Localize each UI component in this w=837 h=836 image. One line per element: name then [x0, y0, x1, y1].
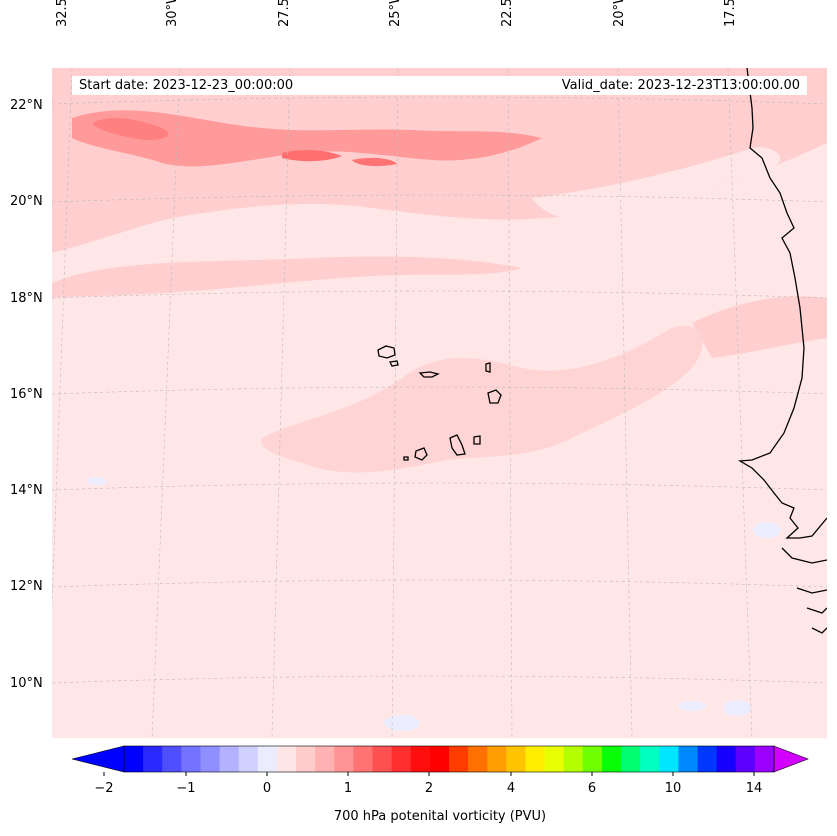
- african-coastline: [737, 68, 827, 634]
- colorbar-segment: [659, 746, 679, 772]
- colorbar-tick-label: 2: [424, 781, 434, 796]
- colorbar-segment: [754, 746, 775, 772]
- pv-negative-spot-1: [87, 477, 107, 485]
- map-panel: [52, 68, 827, 738]
- pv-negative-spot-4: [753, 522, 781, 538]
- pv-band-north-outer: [52, 68, 827, 253]
- colorbar-extend-high: [773, 745, 809, 773]
- island-sao-nicolau: [418, 371, 440, 378]
- lon-label-22-5w: 22.5°W: [500, 0, 515, 27]
- lat-label-14n: 14°N: [10, 483, 43, 498]
- lon-label-30w: 30°W: [165, 0, 180, 27]
- colorbar: [71, 745, 809, 776]
- colorbar-segment: [353, 746, 374, 772]
- lat-label-18n: 18°N: [10, 291, 43, 306]
- colorbar-tick-label: 0: [262, 781, 272, 796]
- colorbar-segment: [276, 746, 297, 772]
- pv-band-central: [261, 325, 703, 473]
- lat-label-12n: 12°N: [10, 579, 43, 594]
- colorbar-tick-label: −2: [94, 781, 114, 796]
- colorbar-segment: [506, 746, 526, 772]
- lat-label-22n: 22°N: [10, 98, 43, 113]
- colorbar-segment: [525, 746, 546, 772]
- colorbar-segment: [716, 746, 737, 772]
- colorbar-segment: [181, 746, 201, 772]
- island-sal: [485, 362, 491, 373]
- lon-label-32-5w: 32.5°W: [55, 0, 70, 27]
- colorbar-segment: [219, 746, 240, 772]
- island-santo-antao: [377, 345, 396, 359]
- colorbar-segment: [678, 746, 699, 772]
- colorbar-title: 700 hPa potenital vorticity (PVU): [333, 809, 547, 824]
- colorbar-segment: [257, 746, 278, 772]
- pv-band-north-inner: [92, 118, 169, 140]
- valid-date-label: Valid_date: 2023-12-23T13:00:00.00: [561, 78, 800, 93]
- colorbar-segment: [697, 746, 718, 772]
- lon-label-20w: 20°W: [612, 0, 627, 27]
- colorbar-segment: [601, 746, 622, 772]
- lon-label-25w: 25°W: [388, 0, 403, 27]
- graticule: [52, 68, 827, 738]
- pv-negative-spot-3: [723, 700, 751, 716]
- colorbar-segment: [162, 746, 182, 772]
- colorbar-tick-label: 4: [506, 781, 516, 796]
- colorbar-segment: [449, 746, 469, 772]
- colorbar-segment: [735, 746, 756, 772]
- colorbar-segment: [124, 746, 144, 772]
- pv-band-north-max: [282, 150, 342, 162]
- colorbar-segment: [621, 746, 641, 772]
- colorbar-segment: [544, 746, 565, 772]
- pv-band-18n: [52, 256, 522, 298]
- pv-band-18n-right: [692, 296, 827, 358]
- lat-label-20n: 20°N: [10, 194, 43, 209]
- pv-band-north-light: [532, 147, 781, 219]
- colorbar-segment: [296, 746, 316, 772]
- colorbar-tick-label: −1: [176, 781, 196, 796]
- start-date-label: Start date: 2023-12-23_00:00:00: [79, 78, 294, 93]
- colorbar-segment: [468, 746, 488, 772]
- colorbar-segment: [487, 746, 507, 772]
- lon-label-27-5w: 27.5°W: [277, 0, 292, 27]
- colorbar-segment: [372, 746, 393, 772]
- lat-label-10n: 10°N: [10, 676, 43, 691]
- date-header-bar: [72, 76, 807, 95]
- island-maio: [473, 435, 481, 445]
- island-fogo: [414, 447, 428, 461]
- colorbar-segment: [315, 746, 335, 772]
- colorbar-segment: [429, 746, 450, 772]
- colorbar-tick-label: 10: [664, 781, 682, 796]
- colorbar-segment: [238, 746, 259, 772]
- colorbar-extend-low: [71, 745, 125, 773]
- island-brava: [403, 456, 409, 461]
- colorbar-segment: [391, 746, 412, 772]
- colorbar-segment: [143, 746, 163, 772]
- colorbar-segment: [640, 746, 660, 772]
- map-canvas: [52, 68, 827, 738]
- cape-verde-islands: [377, 345, 502, 461]
- island-sao-vicente: [389, 360, 399, 367]
- colorbar-frame: [123, 745, 775, 773]
- pv-band-north-max-2: [352, 157, 397, 167]
- colorbar-segment: [334, 746, 354, 772]
- pv-negative-spot-2: [678, 701, 706, 711]
- colorbar-segment: [410, 746, 431, 772]
- lat-label-16n: 16°N: [10, 387, 43, 402]
- colorbar-tick-label: 6: [587, 781, 597, 796]
- island-santiago: [449, 434, 466, 456]
- pv-band-north-core: [72, 110, 542, 167]
- colorbar-tick-label: 1: [343, 781, 353, 796]
- colorbar-segment: [563, 746, 584, 772]
- lon-label-17-5w: 17.5°W: [723, 0, 738, 27]
- pv-negative-spot-5: [384, 715, 420, 731]
- colorbar-tick-label: 14: [745, 781, 763, 796]
- colorbar-segment: [582, 746, 603, 772]
- island-boa-vista: [487, 389, 502, 404]
- colorbar-segment: [200, 746, 221, 772]
